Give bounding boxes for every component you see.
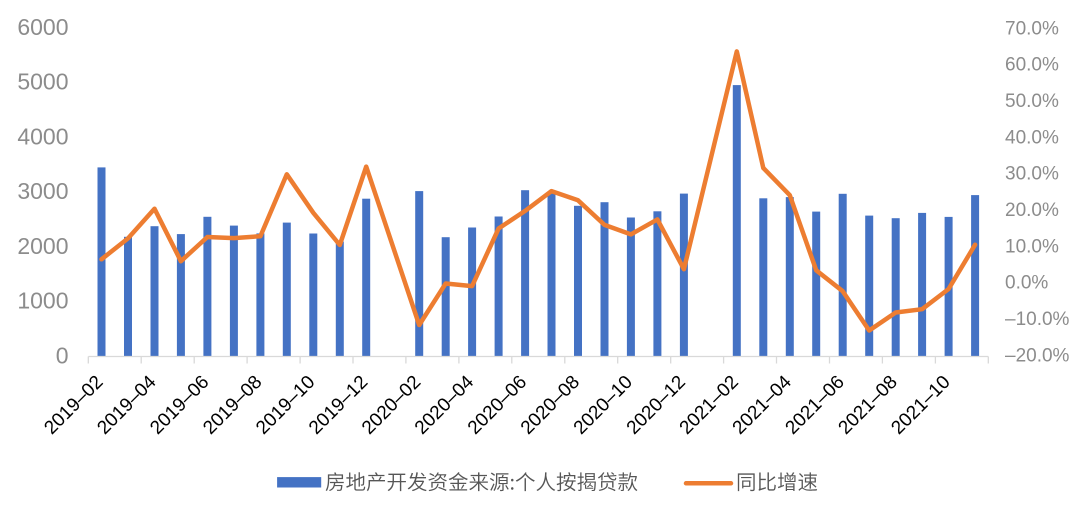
svg-text:20.0%: 20.0% bbox=[1005, 200, 1059, 221]
svg-text:4000: 4000 bbox=[17, 123, 68, 149]
svg-text:60.0%: 60.0% bbox=[1005, 55, 1059, 76]
svg-text:70.0%: 70.0% bbox=[1005, 18, 1059, 39]
svg-text:10.0%: 10.0% bbox=[1005, 236, 1059, 257]
svg-text:40.0%: 40.0% bbox=[1005, 127, 1059, 148]
svg-text:–10.0%: –10.0% bbox=[1005, 309, 1070, 330]
svg-text:–20.0%: –20.0% bbox=[1005, 345, 1070, 366]
svg-text:0.0%: 0.0% bbox=[1005, 273, 1048, 294]
svg-text:30.0%: 30.0% bbox=[1005, 164, 1059, 185]
svg-text:5000: 5000 bbox=[17, 69, 68, 95]
svg-text:50.0%: 50.0% bbox=[1005, 91, 1059, 112]
svg-text:6000: 6000 bbox=[17, 14, 68, 40]
svg-text:1000: 1000 bbox=[17, 288, 68, 314]
svg-text:3000: 3000 bbox=[17, 178, 68, 204]
svg-text:0: 0 bbox=[56, 342, 69, 368]
svg-text:2000: 2000 bbox=[17, 233, 68, 259]
